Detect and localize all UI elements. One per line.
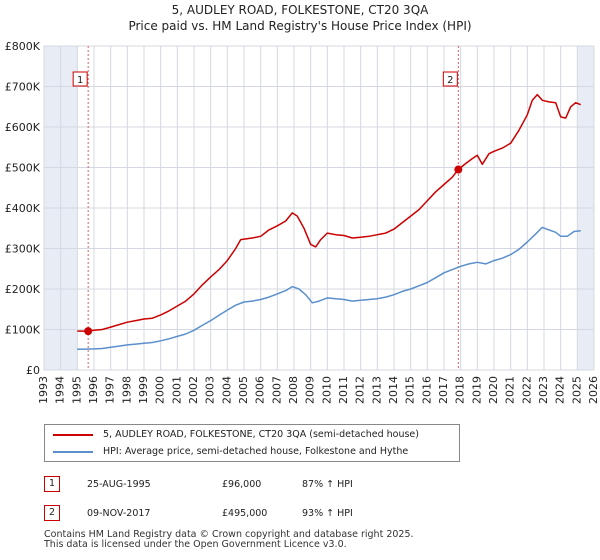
x-tick-label: 2005 <box>237 376 250 404</box>
transaction-number-badge: 1 <box>44 476 60 492</box>
x-tick-label: 1993 <box>37 376 50 404</box>
y-tick-label: £800K <box>5 40 41 53</box>
legend-swatch-property <box>53 433 93 436</box>
transaction-marker-box <box>442 71 458 87</box>
transaction-marker-label: 2 <box>447 75 453 86</box>
legend-item-property: 5, AUDLEY ROAD, FOLKESTONE, CT20 3QA (se… <box>53 427 419 443</box>
x-tick-label: 2015 <box>404 376 417 404</box>
x-tick-label: 2018 <box>454 376 467 404</box>
y-tick-label: £500K <box>5 162 41 175</box>
x-tick-label: 2012 <box>354 376 367 404</box>
x-tick-label: 2007 <box>270 376 283 404</box>
y-tick-label: £200K <box>5 283 41 296</box>
chart-title: 5, AUDLEY ROAD, FOLKESTONE, CT20 3QA <box>172 3 429 17</box>
x-tick-label: 2013 <box>370 376 383 404</box>
transaction-point <box>84 327 93 336</box>
x-tick-label: 2014 <box>387 376 400 404</box>
x-tick-label: 2011 <box>337 376 350 404</box>
x-tick-label: 1998 <box>120 376 133 404</box>
chart-subtitle: Price paid vs. HM Land Registry's House … <box>128 19 471 33</box>
x-tick-label: 1999 <box>137 376 150 404</box>
footer-line: This data is licensed under the Open Gov… <box>44 539 347 550</box>
x-tick-label: 1997 <box>104 376 117 404</box>
legend-label-hpi: HPI: Average price, semi-detached house,… <box>103 446 409 457</box>
x-tick-label: 1994 <box>54 376 67 404</box>
legend: 5, AUDLEY ROAD, FOLKESTONE, CT20 3QA (se… <box>44 424 460 462</box>
x-tick-label: 2020 <box>487 376 500 404</box>
y-tick-label: £300K <box>5 243 41 256</box>
transaction-hpi-change: 93% ↑ HPI <box>302 508 353 519</box>
x-tick-label: 2026 <box>587 376 600 404</box>
x-tick-label: 2016 <box>420 376 433 404</box>
y-axis-ticks: £0 £100K £200K £300K £400K £500K £600K £700K £80… <box>5 40 41 377</box>
x-tick-label: 2002 <box>187 376 200 404</box>
footer-line: Contains HM Land Registry data © Crown c… <box>44 529 414 540</box>
transaction-date: 25-AUG-1995 <box>87 479 151 490</box>
x-tick-label: 2017 <box>437 376 450 404</box>
transaction-date: 09-NOV-2017 <box>87 508 151 519</box>
legend-item-hpi: HPI: Average price, semi-detached house,… <box>53 444 408 460</box>
x-tick-label: 2010 <box>320 376 333 404</box>
x-tick-label: 2001 <box>170 376 183 404</box>
y-tick-label: £700K <box>5 81 41 94</box>
x-tick-label: 2019 <box>470 376 483 404</box>
series-line <box>77 226 581 351</box>
x-tick-label: 2025 <box>570 376 583 404</box>
transaction-price: £495,000 <box>222 508 268 519</box>
transaction-marker-box <box>72 71 88 87</box>
transaction-number-badge: 2 <box>44 505 60 521</box>
transaction-marker-label: 1 <box>77 75 83 86</box>
x-tick-label: 2009 <box>304 376 317 404</box>
x-tick-label: 1995 <box>70 376 83 404</box>
y-tick-label: £400K <box>5 202 41 215</box>
y-tick-label: £600K <box>5 121 41 134</box>
x-tick-label: 1996 <box>87 376 100 404</box>
x-tick-label: 2006 <box>254 376 267 404</box>
x-tick-label: 2022 <box>520 376 533 404</box>
series-lines <box>77 93 581 351</box>
transaction-price: £96,000 <box>222 479 262 490</box>
price-chart: 5, AUDLEY ROAD, FOLKESTONE, CT20 3QA Pri… <box>5 3 600 404</box>
legend-swatch-hpi <box>53 450 93 453</box>
y-tick-label: £100K <box>5 324 41 337</box>
x-tick-label: 2024 <box>554 376 567 404</box>
x-tick-label: 2021 <box>504 376 517 404</box>
footer-attribution: Contains HM Land Registry data © Crown c… <box>44 530 414 550</box>
y-tick-label: £0 <box>26 364 40 377</box>
x-axis-ticks: 1993 1994 1995 1996 1997 1998 1999 2000 2001 2002… <box>37 376 600 404</box>
legend-label-property: 5, AUDLEY ROAD, FOLKESTONE, CT20 3QA (se… <box>103 429 419 440</box>
x-tick-label: 2023 <box>537 376 550 404</box>
x-tick-label: 2008 <box>287 376 300 404</box>
transaction-point <box>454 165 463 174</box>
x-tick-label: 2003 <box>204 376 217 404</box>
series-line <box>77 93 581 332</box>
x-tick-label: 2000 <box>154 376 167 404</box>
x-tick-label: 2004 <box>220 376 233 404</box>
transaction-date-lines <box>87 46 459 370</box>
transaction-hpi-change: 87% ↑ HPI <box>302 479 353 490</box>
